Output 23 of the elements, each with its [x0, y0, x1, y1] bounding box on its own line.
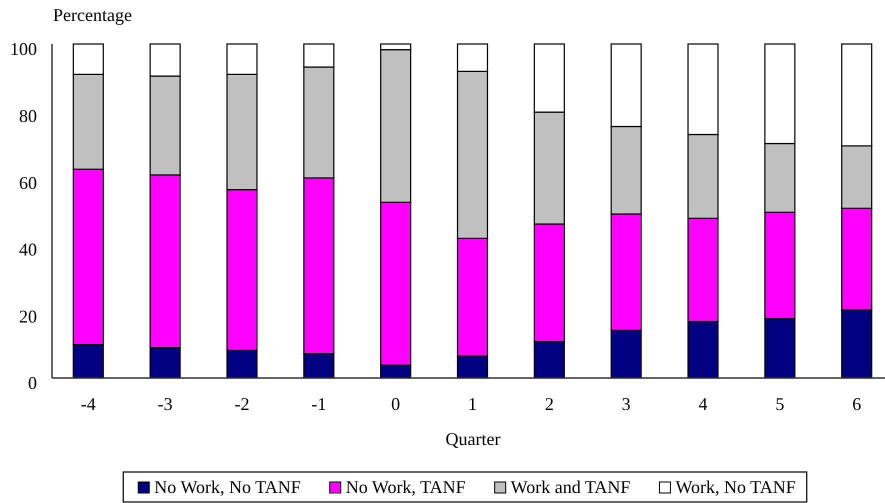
- x-tick-label: 0: [391, 394, 400, 414]
- x-tick-label: 1: [468, 394, 477, 414]
- legend-label: No Work, No TANF: [154, 477, 301, 497]
- y-tick-label: 100: [10, 39, 37, 60]
- x-tick-label: 2: [544, 394, 554, 414]
- legend-label: No Work, TANF: [346, 477, 466, 497]
- x-tick-label: -1: [311, 394, 326, 414]
- y-tick-label: 40: [19, 240, 37, 260]
- y-tick-label: 60: [19, 172, 37, 193]
- legend-label: Work, No TANF: [675, 477, 796, 497]
- y-tick-label: 80: [19, 106, 37, 126]
- x-axis-title: Quarter: [446, 429, 500, 449]
- x-tick-label: -2: [234, 394, 250, 414]
- legend-label: Work and TANF: [510, 477, 630, 497]
- y-tick-label: 0: [28, 373, 37, 394]
- x-tick-label: -3: [158, 394, 173, 414]
- x-tick-label: 5: [775, 394, 784, 414]
- y-tick-label: 20: [19, 306, 37, 326]
- x-tick-label: 6: [852, 394, 862, 414]
- x-tick-label: 3: [622, 394, 631, 414]
- x-tick-label: 4: [698, 394, 708, 414]
- x-tick-label: -4: [80, 394, 96, 414]
- y-axis-title: Percentage: [53, 5, 132, 25]
